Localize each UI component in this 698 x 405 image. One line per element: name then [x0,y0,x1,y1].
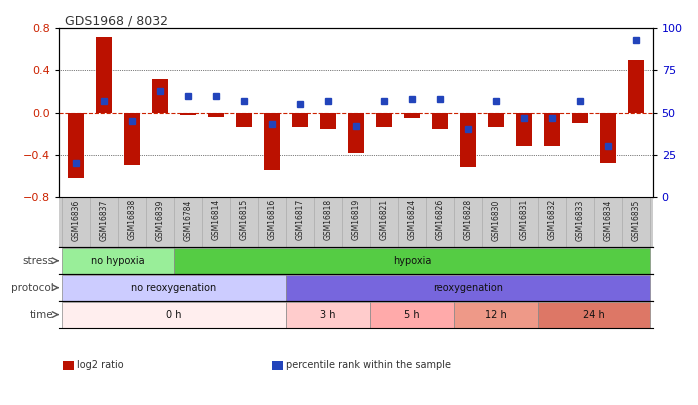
Bar [376,113,392,127]
Bar [68,113,84,178]
Text: GSM16824: GSM16824 [408,199,417,241]
Text: reoxygenation: reoxygenation [433,283,503,293]
Text: 5 h: 5 h [404,309,419,320]
Text: GSM16815: GSM16815 [239,199,248,241]
Text: no reoxygenation: no reoxygenation [131,283,216,293]
Text: GSM16821: GSM16821 [380,199,389,241]
Text: stress: stress [22,256,54,266]
Bar [454,302,538,328]
Bar [628,60,644,113]
Text: GSM16831: GSM16831 [519,199,528,241]
Bar [62,275,286,301]
Bar [62,302,286,328]
Text: GSM16819: GSM16819 [352,199,360,241]
Bar [286,302,370,328]
Text: GSM16833: GSM16833 [575,199,584,241]
Text: log2 ratio: log2 ratio [77,360,124,369]
Bar [209,113,224,117]
Text: GSM16836: GSM16836 [72,199,81,241]
Bar [348,113,364,153]
Text: GSM16834: GSM16834 [603,199,612,241]
Bar [152,79,168,113]
Bar [292,113,308,127]
Text: 24 h: 24 h [583,309,604,320]
Text: GSM16832: GSM16832 [547,199,556,241]
Bar [572,113,588,123]
Text: GSM16817: GSM16817 [295,199,304,241]
Text: GSM16784: GSM16784 [184,199,193,241]
Bar [237,113,252,127]
Text: GSM16828: GSM16828 [463,199,473,241]
Text: no hypoxia: no hypoxia [91,256,145,266]
Text: 3 h: 3 h [320,309,336,320]
Text: GSM16838: GSM16838 [128,199,137,241]
Bar [432,113,447,129]
Text: hypoxia: hypoxia [393,256,431,266]
Text: percentile rank within the sample: percentile rank within the sample [286,360,451,369]
Text: GSM16835: GSM16835 [631,199,640,241]
Text: GSM16839: GSM16839 [156,199,165,241]
Text: 12 h: 12 h [485,309,507,320]
Bar [174,248,650,274]
Bar [265,113,280,171]
Bar [544,113,560,146]
Text: 0 h: 0 h [166,309,181,320]
Bar [460,113,475,167]
Bar [488,113,503,127]
Bar [286,275,650,301]
Text: time: time [30,309,54,320]
Bar [62,248,174,274]
Text: GSM16816: GSM16816 [267,199,276,241]
Bar [370,302,454,328]
Text: GSM16826: GSM16826 [436,199,445,241]
Text: GSM16830: GSM16830 [491,199,500,241]
Bar [404,113,419,118]
Text: GDS1968 / 8032: GDS1968 / 8032 [66,14,168,27]
Bar [96,37,112,113]
Text: GSM16814: GSM16814 [211,199,221,241]
Text: protocol: protocol [11,283,54,293]
Bar [600,113,616,163]
Bar [538,302,650,328]
Text: GSM16837: GSM16837 [100,199,109,241]
Bar [180,113,195,115]
Bar [320,113,336,129]
Bar [124,113,140,165]
Text: GSM16818: GSM16818 [323,199,332,241]
Bar [517,113,532,146]
